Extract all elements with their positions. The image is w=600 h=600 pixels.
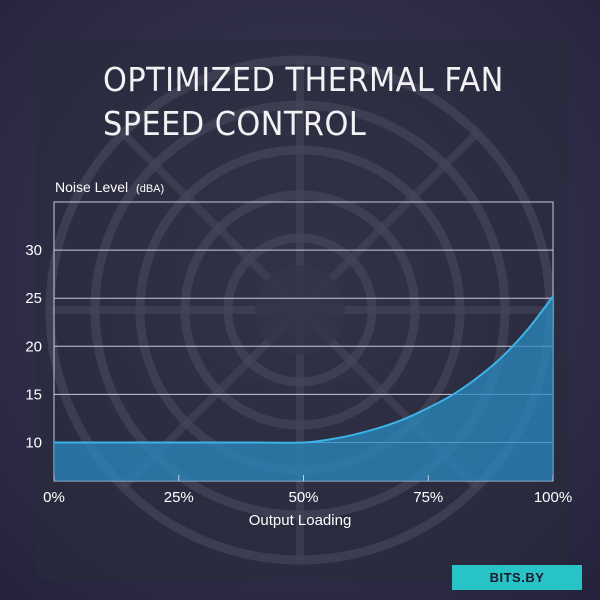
y-tick-label: 10 bbox=[25, 435, 42, 452]
y-axis-label-text: Noise Level bbox=[55, 179, 128, 195]
y-tick-label: 25 bbox=[25, 290, 42, 307]
y-tick-label: 20 bbox=[25, 338, 42, 355]
page-title: OPTIMIZED THERMAL FAN SPEED CONTROL bbox=[103, 58, 504, 146]
y-axis-label: Noise Level (dBA) bbox=[55, 179, 164, 195]
y-axis-ticks: 10 15 20 25 30 bbox=[25, 242, 42, 451]
y-tick-label: 15 bbox=[25, 386, 42, 403]
noise-area-fill bbox=[54, 296, 553, 481]
title-line-2: SPEED CONTROL bbox=[103, 104, 367, 143]
title-line-1: OPTIMIZED THERMAL FAN bbox=[103, 60, 504, 99]
x-tick-label: 0% bbox=[43, 489, 65, 506]
noise-curve-line bbox=[54, 295, 554, 444]
y-axis-label-unit: (dBA) bbox=[136, 183, 164, 195]
x-axis-ticks: 0% 25% 50% 75% 100% bbox=[43, 475, 572, 506]
site-watermark-badge: BITS.BY bbox=[452, 565, 582, 590]
y-tick-label: 30 bbox=[25, 242, 42, 259]
x-tick-label: 25% bbox=[164, 489, 194, 506]
x-axis-label: Output Loading bbox=[249, 512, 352, 529]
x-tick-label: 50% bbox=[288, 489, 318, 506]
x-tick-label: 75% bbox=[413, 489, 443, 506]
x-tick-label: 100% bbox=[534, 489, 572, 506]
